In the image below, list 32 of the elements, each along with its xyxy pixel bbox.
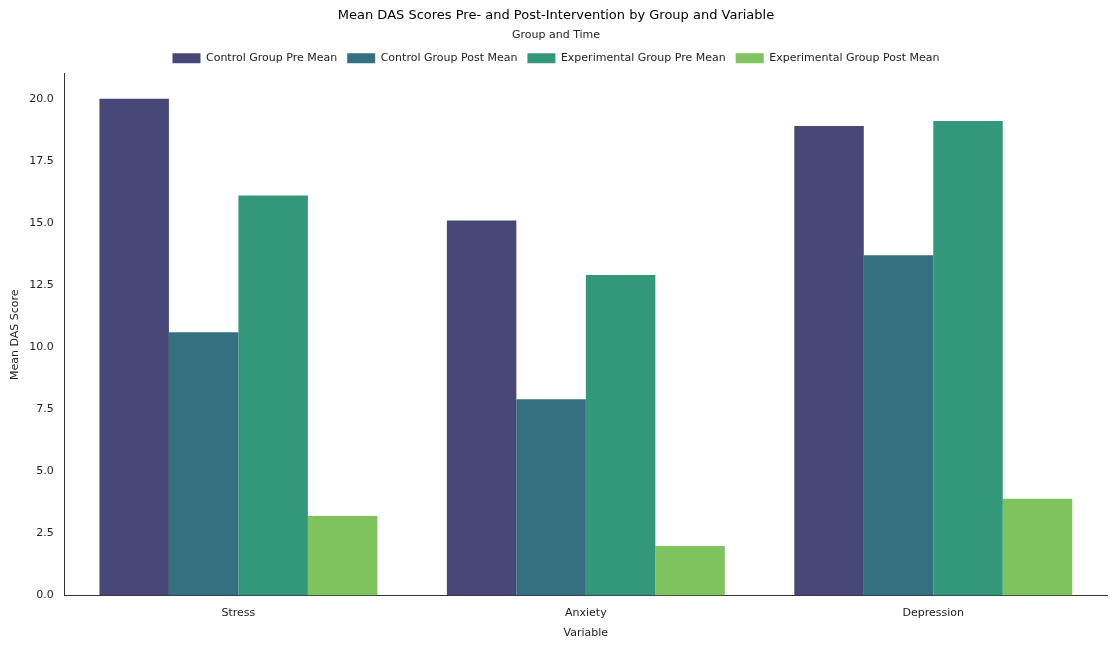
x-axis-title: Variable xyxy=(563,626,609,640)
y-tick-label: 10.0 xyxy=(29,339,54,353)
bar xyxy=(933,121,1003,596)
bar xyxy=(307,516,378,596)
y-axis-title: Mean DAS Score xyxy=(8,289,22,380)
chart-title: Mean DAS Scores Pre- and Post-Intervention by Group and Variable xyxy=(337,7,775,23)
x-tick-label: Stress xyxy=(221,606,256,620)
y-tick-label: 2.5 xyxy=(36,526,54,540)
y-tick-label: 12.5 xyxy=(29,277,54,291)
bar xyxy=(99,98,169,596)
bar xyxy=(1002,498,1073,596)
y-tick-label: 15.0 xyxy=(29,215,54,229)
bar xyxy=(516,399,586,596)
bar xyxy=(655,545,725,596)
y-tick-label: 5.0 xyxy=(36,464,54,478)
bar xyxy=(794,125,864,596)
legend-title: Group and Time xyxy=(511,27,601,41)
bar xyxy=(238,195,308,596)
legend-label: Control Group Post Mean xyxy=(380,51,518,65)
x-tick-label: Depression xyxy=(902,606,965,620)
bar xyxy=(446,220,517,596)
y-tick-label: 0.0 xyxy=(36,588,54,602)
y-tick-label: 17.5 xyxy=(29,153,54,167)
bar xyxy=(863,255,934,596)
legend-label: Experimental Group Pre Mean xyxy=(560,51,726,65)
x-tick-label: Anxiety xyxy=(565,606,608,620)
bar xyxy=(585,275,656,596)
legend-label: Experimental Group Post Mean xyxy=(769,51,940,65)
legend-label: Control Group Pre Mean xyxy=(205,51,338,65)
y-tick-label: 20.0 xyxy=(29,91,54,105)
y-tick-label: 7.5 xyxy=(36,402,54,416)
bar xyxy=(168,332,239,596)
